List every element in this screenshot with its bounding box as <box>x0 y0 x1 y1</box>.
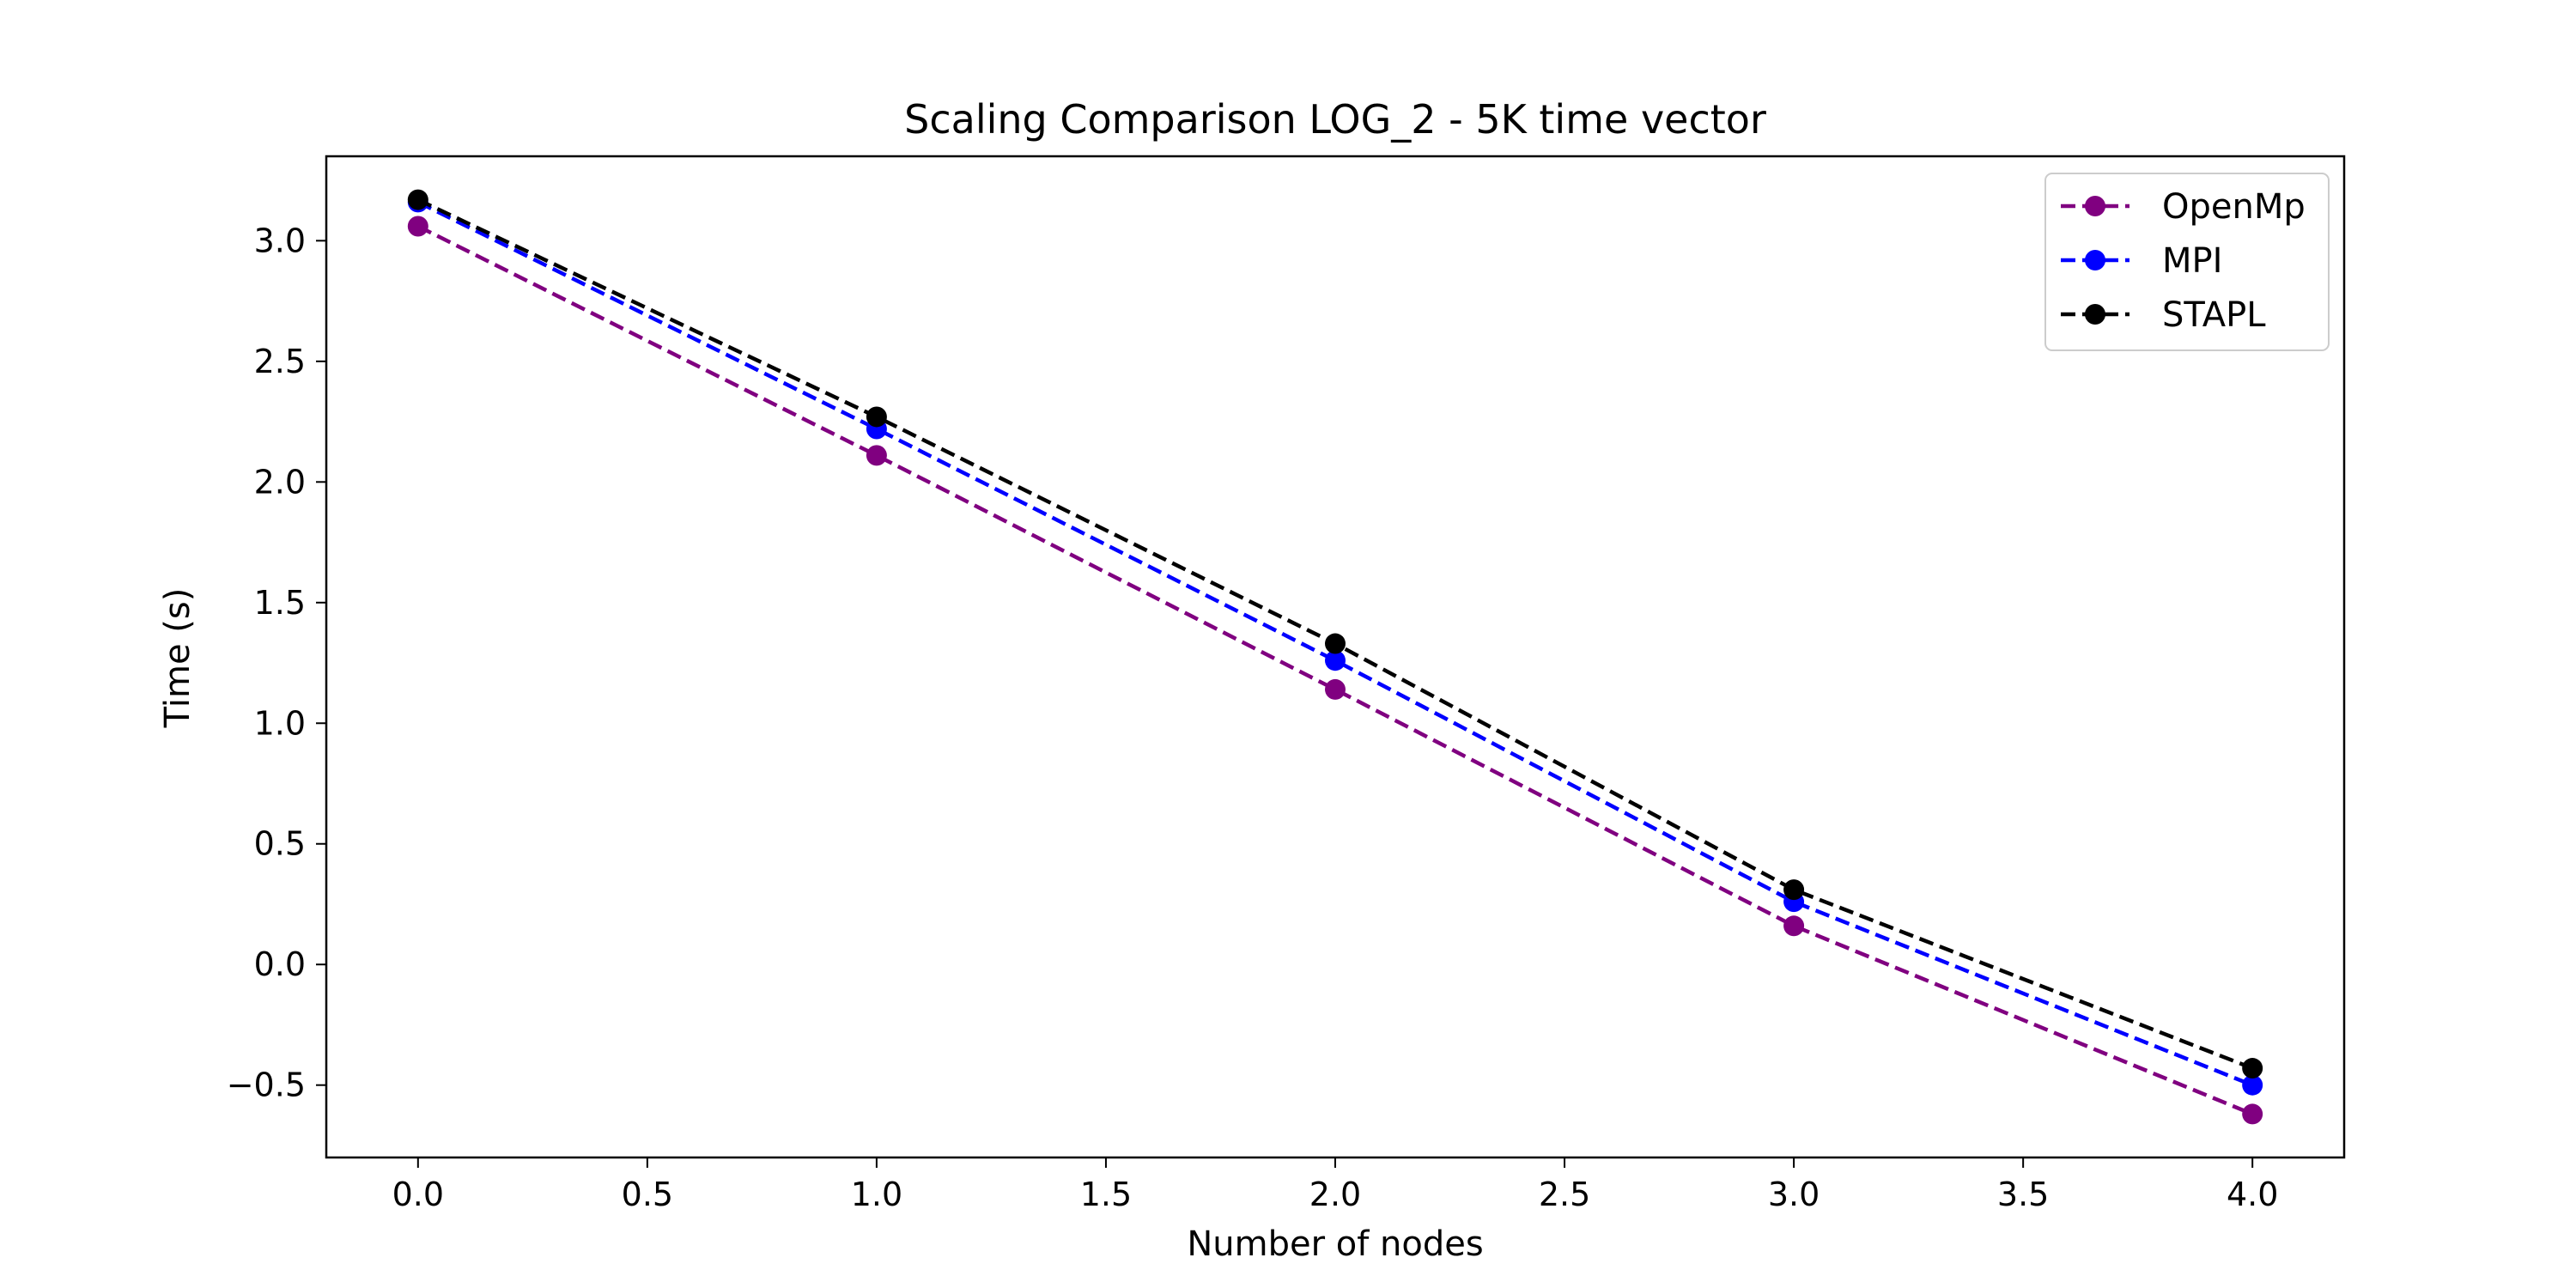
x-tick-label: 3.5 <box>1997 1176 2049 1213</box>
x-tick-label: 1.0 <box>851 1176 902 1213</box>
y-tick-label: 2.5 <box>254 343 306 380</box>
data-point <box>2242 1074 2263 1096</box>
x-tick-label: 1.5 <box>1080 1176 1132 1213</box>
legend-box <box>2044 173 2330 351</box>
y-tick-label: 3.0 <box>254 222 306 259</box>
data-point <box>407 189 428 210</box>
data-point <box>407 216 428 237</box>
x-axis: 0.0 0.5 1.0 1.5 2.0 2.5 3.0 3.5 4.0 <box>392 1157 2278 1213</box>
y-axis: −0.5 0.0 0.5 1.0 1.5 2.0 2.5 3.0 <box>227 222 326 1104</box>
data-point <box>1325 650 1346 671</box>
legend-label: MPI <box>2162 241 2222 281</box>
legend-label: STAPL <box>2162 295 2266 335</box>
x-tick-label: 0.0 <box>392 1176 444 1213</box>
x-tick-label: 2.5 <box>1539 1176 1590 1213</box>
legend-marker <box>2085 304 2105 325</box>
data-point <box>1783 879 1805 901</box>
series-stapl <box>407 189 2263 1079</box>
y-axis-label: Time (s) <box>158 588 197 729</box>
y-tick-label: 1.0 <box>254 704 306 742</box>
y-tick-label: 1.5 <box>254 584 306 622</box>
legend-marker <box>2085 196 2105 216</box>
data-point <box>2242 1103 2263 1125</box>
data-point <box>1325 678 1346 700</box>
series-line <box>416 224 2254 1116</box>
legend-item-mpi: MPI <box>2061 241 2222 281</box>
data-point <box>1783 915 1805 937</box>
data-point <box>866 445 887 466</box>
series-layer <box>407 189 2263 1125</box>
legend-item-openmp: OpenMp <box>2061 187 2306 227</box>
y-tick-label: 0.0 <box>254 945 306 983</box>
x-axis-label: Number of nodes <box>1187 1224 1483 1264</box>
y-tick-label: −0.5 <box>227 1066 306 1104</box>
x-tick-label: 0.5 <box>622 1176 673 1213</box>
legend-item-stapl: STAPL <box>2061 295 2266 335</box>
series-line <box>416 200 2254 1087</box>
data-point <box>866 406 887 428</box>
data-point <box>2242 1058 2263 1079</box>
series-openmp <box>407 216 2263 1125</box>
x-tick-label: 4.0 <box>2227 1176 2278 1213</box>
legend-marker <box>2085 250 2105 270</box>
legend: OpenMp MPI STAPL <box>2044 173 2330 351</box>
data-point <box>1325 633 1346 654</box>
x-tick-label: 2.0 <box>1309 1176 1361 1213</box>
legend-label: OpenMp <box>2162 187 2306 227</box>
y-tick-label: 2.0 <box>254 463 306 501</box>
x-tick-label: 3.0 <box>1768 1176 1820 1213</box>
chart-title: Scaling Comparison LOG_2 - 5K time vecto… <box>904 96 1766 143</box>
y-tick-label: 0.5 <box>254 825 306 863</box>
